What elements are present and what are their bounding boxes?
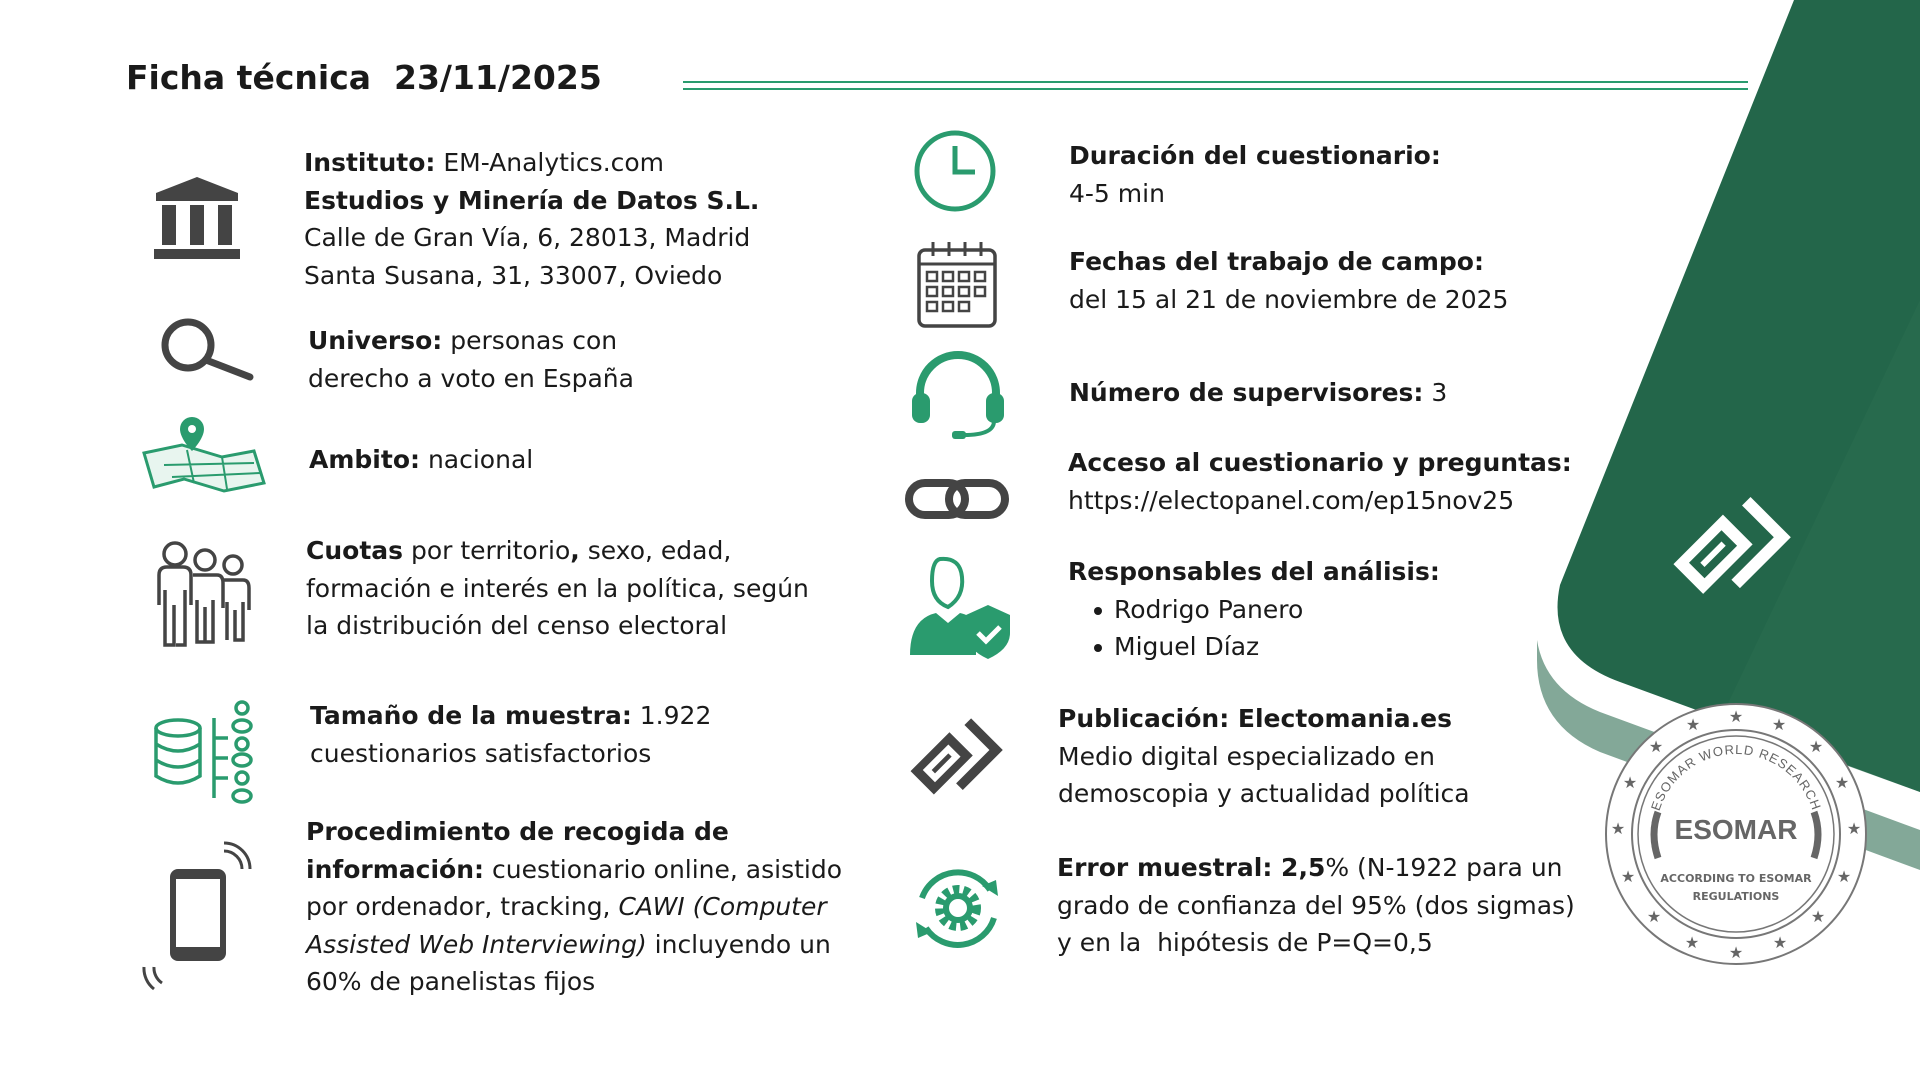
seal-name: ESOMAR — [1674, 814, 1798, 845]
procedimiento-value-4b: incluyendo un — [646, 929, 831, 959]
procedimiento-value-3b: CAWI (Computer — [618, 892, 827, 921]
seal-bottom-2: REGULATIONS — [1692, 890, 1780, 903]
responsable-item: Rodrigo Panero — [1094, 591, 1440, 629]
svg-text:★: ★ — [1729, 707, 1743, 726]
svg-text:★: ★ — [1647, 907, 1661, 926]
magnifier-icon — [161, 318, 254, 381]
esomar-seal: ★ ★ ★ ★ ★ ★ ★ ★ ★ ★ ★ ★ ★ ★ ★ ★ ESOMAR WORLD RESEARCH E… — [1604, 702, 1868, 966]
procedimiento-label-2: información: — [306, 854, 485, 884]
error-value-3: y en la hipótesis de P=Q=0,5 — [1057, 928, 1433, 957]
duracion-label: Duración del cuestionario: — [1069, 141, 1441, 170]
svg-text:★: ★ — [1811, 907, 1825, 926]
svg-text:★: ★ — [1809, 737, 1823, 756]
procedimiento-value-2: cuestionario online, asistido — [491, 854, 843, 884]
procedimiento-value-4a: Assisted Web Interviewing) — [306, 929, 647, 959]
ambito-value: nacional — [427, 445, 534, 474]
headset-icon — [912, 351, 1004, 439]
electomania-logo-icon — [1673, 496, 1791, 594]
electomania-publication-icon — [910, 718, 1003, 795]
publicacion-label: Publicación: Electomania.es — [1058, 704, 1452, 733]
cuotas-comma: , — [570, 536, 580, 565]
fechas-section: Fechas del trabajo de campo: del 15 al 2… — [1069, 243, 1508, 318]
page-title: Ficha técnica 23/11/2025 — [126, 58, 602, 97]
supervisores-value: 3 — [1431, 378, 1448, 407]
ambito-section: Ambito: nacional — [309, 441, 533, 479]
smartphone-icon — [142, 841, 252, 991]
fechas-label: Fechas del trabajo de campo: — [1069, 247, 1484, 276]
acceso-link[interactable]: https://electopanel.com/ep15nov25 — [1068, 485, 1515, 515]
procedimiento-value-5: 60% de panelistas fijos — [306, 967, 596, 996]
map-pin-icon — [142, 417, 266, 493]
tamano-value-1: 1.922 — [639, 701, 712, 730]
error-label: Error muestral: 2,5 — [1057, 853, 1326, 882]
svg-text:★: ★ — [1847, 819, 1861, 838]
gear-refresh-icon — [916, 869, 998, 948]
svg-text:★: ★ — [1835, 773, 1849, 792]
duracion-section: Duración del cuestionario: 4-5 min — [1069, 137, 1441, 212]
cuotas-value-3: la distribución del censo electoral — [306, 611, 728, 640]
publicacion-section: Publicación: Electomania.es Medio digita… — [1058, 700, 1470, 813]
link-icon — [905, 479, 1009, 519]
seal-bottom-1: ACCORDING TO ESOMAR — [1660, 872, 1812, 885]
user-shield-icon — [910, 556, 1010, 659]
instituto-company: Estudios y Minería de Datos S.L. — [304, 185, 760, 215]
svg-text:★: ★ — [1621, 867, 1635, 886]
publicacion-value-2: demoscopia y actualidad política — [1058, 779, 1470, 808]
tamano-value-2: cuestionarios satisfactorios — [310, 738, 652, 768]
ambito-label: Ambito: — [309, 445, 420, 474]
universo-value-1: personas con — [450, 326, 618, 355]
procedimiento-section: Procedimiento de recogida de información… — [306, 813, 842, 1001]
instituto-section: Instituto: EM-Analytics.com Estudios y M… — [304, 144, 759, 294]
instituto-label: Instituto: — [304, 148, 436, 177]
tamano-label: Tamaño de la muestra: — [310, 701, 632, 730]
svg-text:★: ★ — [1772, 715, 1786, 734]
svg-text:★: ★ — [1611, 819, 1625, 838]
supervisores-label: Número de supervisores: — [1069, 378, 1424, 407]
procedimiento-value-3a: por ordenador, tracking, — [306, 892, 619, 921]
svg-text:★: ★ — [1773, 933, 1787, 952]
bank-icon — [154, 177, 240, 259]
instituto-address-2: Santa Susana, 31, 33007, Oviedo — [304, 260, 723, 290]
error-value-1: % (N-1922 para un — [1325, 853, 1563, 882]
svg-text:★: ★ — [1685, 933, 1699, 952]
procedimiento-label-1: Procedimiento de recogida de — [306, 817, 729, 846]
error-section: Error muestral: 2,5% (N-1922 para un gra… — [1057, 849, 1575, 962]
cuotas-section: Cuotas por territorio, sexo, edad, forma… — [306, 532, 809, 645]
people-icon — [157, 541, 251, 647]
database-icon — [154, 700, 253, 804]
title-divider — [683, 81, 1748, 90]
responsables-section: Responsables del análisis: Rodrigo Paner… — [1068, 553, 1440, 666]
svg-text:★: ★ — [1649, 737, 1663, 756]
cuotas-value-1b: sexo, edad, — [579, 536, 732, 565]
clock-icon — [914, 130, 996, 212]
responsable-item: Miguel Díaz — [1094, 628, 1440, 666]
cuotas-label: Cuotas — [306, 536, 404, 565]
cuotas-value-1: por territorio — [410, 536, 571, 565]
instituto-address-1: Calle de Gran Vía, 6, 28013, Madrid — [304, 223, 751, 252]
responsables-label: Responsables del análisis: — [1068, 557, 1440, 586]
calendar-icon — [917, 242, 997, 328]
universo-label: Universo: — [308, 326, 443, 355]
acceso-label: Acceso al cuestionario y preguntas: — [1068, 448, 1572, 477]
svg-text:★: ★ — [1686, 715, 1700, 734]
universo-value-2: derecho a voto en España — [308, 363, 634, 393]
supervisores-section: Número de supervisores: 3 — [1069, 374, 1447, 412]
svg-text:★: ★ — [1623, 773, 1637, 792]
tamano-section: Tamaño de la muestra: 1.922 cuestionario… — [310, 697, 711, 772]
error-value-2: grado de confianza del 95% (dos sigmas) — [1057, 890, 1575, 920]
instituto-value: EM-Analytics.com — [443, 148, 665, 177]
publicacion-value-1: Medio digital especializado en — [1058, 741, 1435, 771]
acceso-section: Acceso al cuestionario y preguntas: http… — [1068, 444, 1572, 519]
universo-section: Universo: personas con derecho a voto en… — [308, 322, 634, 397]
duracion-value: 4-5 min — [1069, 178, 1165, 208]
svg-text:★: ★ — [1729, 943, 1743, 962]
cuotas-value-2: formación e interés en la política, segú… — [306, 573, 809, 603]
svg-text:★: ★ — [1837, 867, 1851, 886]
fechas-value: del 15 al 21 de noviembre de 2025 — [1069, 284, 1509, 314]
